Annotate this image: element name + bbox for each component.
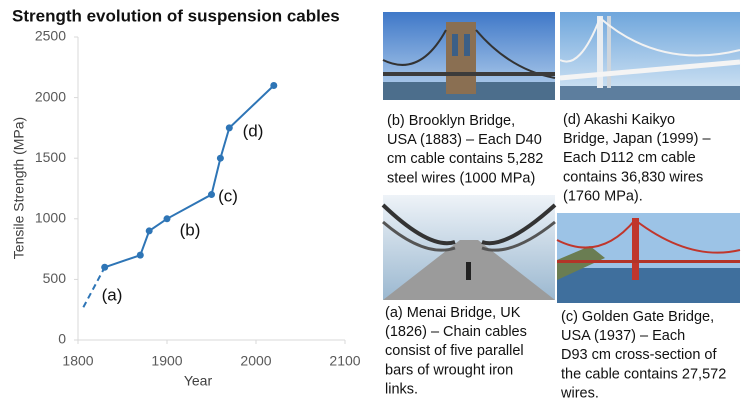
x-tick-label: 2100 bbox=[329, 353, 360, 369]
data-point bbox=[163, 215, 171, 223]
annotation: (d) bbox=[243, 121, 264, 140]
data-point bbox=[208, 191, 215, 199]
caption-line: wires. bbox=[560, 386, 599, 402]
photo-menai bbox=[381, 195, 557, 300]
data-point bbox=[145, 227, 153, 235]
caption-line: (1760 MPa). bbox=[563, 189, 643, 205]
caption-line: links. bbox=[385, 382, 418, 398]
annotation: (c) bbox=[218, 186, 238, 205]
caption-line: (d) Akashi Kaikyo bbox=[563, 112, 675, 128]
data-point bbox=[270, 81, 278, 89]
x-tick-label: 1900 bbox=[151, 353, 182, 369]
caption-line: (a) Menai Bridge, UK bbox=[385, 305, 521, 321]
y-axis-label: Tensile Strength (MPa) bbox=[11, 117, 27, 259]
y-tick-label: 500 bbox=[43, 270, 67, 286]
caption-line: Each D112 cm cable bbox=[563, 150, 696, 166]
y-tick-label: 0 bbox=[58, 331, 66, 347]
caption-line: steel wires (1000 MPa) bbox=[387, 170, 535, 186]
caption-line: cm cable contains 5,282 bbox=[387, 151, 543, 167]
caption-line: consist of five parallel bbox=[385, 343, 524, 359]
annotation: (a) bbox=[102, 285, 123, 304]
y-tick-label: 1000 bbox=[35, 210, 66, 226]
caption-line: D93 cm cross-section of bbox=[561, 347, 717, 363]
caption-line: the cable contains 27,572 bbox=[561, 366, 726, 382]
series-line bbox=[104, 84, 275, 269]
data-point bbox=[136, 251, 144, 259]
caption-line: USA (1937) – Each bbox=[561, 328, 685, 344]
y-tick-label: 2500 bbox=[35, 28, 66, 44]
photo-brooklyn bbox=[382, 12, 556, 100]
series-line bbox=[82, 266, 106, 308]
data-point bbox=[216, 154, 224, 162]
x-tick-label: 1800 bbox=[62, 353, 93, 369]
data-point bbox=[225, 124, 233, 132]
x-tick-label: 2000 bbox=[240, 353, 271, 369]
annotation: (b) bbox=[180, 220, 201, 239]
y-tick-label: 1500 bbox=[35, 149, 66, 165]
photo-akashi bbox=[559, 12, 741, 100]
caption-line: Bridge, Japan (1999) – bbox=[563, 131, 711, 147]
y-tick-label: 2000 bbox=[35, 88, 66, 104]
caption-line: (1826) – Chain cables bbox=[385, 324, 527, 340]
caption-line: (c) Golden Gate Bridge, bbox=[561, 309, 714, 325]
caption-line: (b) Brooklyn Bridge, bbox=[387, 113, 515, 129]
chart-title: Strength evolution of suspension cables bbox=[12, 6, 340, 25]
caption-line: bars of wrought iron bbox=[385, 362, 513, 378]
caption-line: contains 36,830 wires bbox=[563, 169, 703, 185]
x-axis-label: Year bbox=[184, 373, 213, 389]
photo-golden-gate bbox=[556, 213, 741, 303]
caption-line: USA (1883) – Each D40 bbox=[387, 132, 542, 148]
